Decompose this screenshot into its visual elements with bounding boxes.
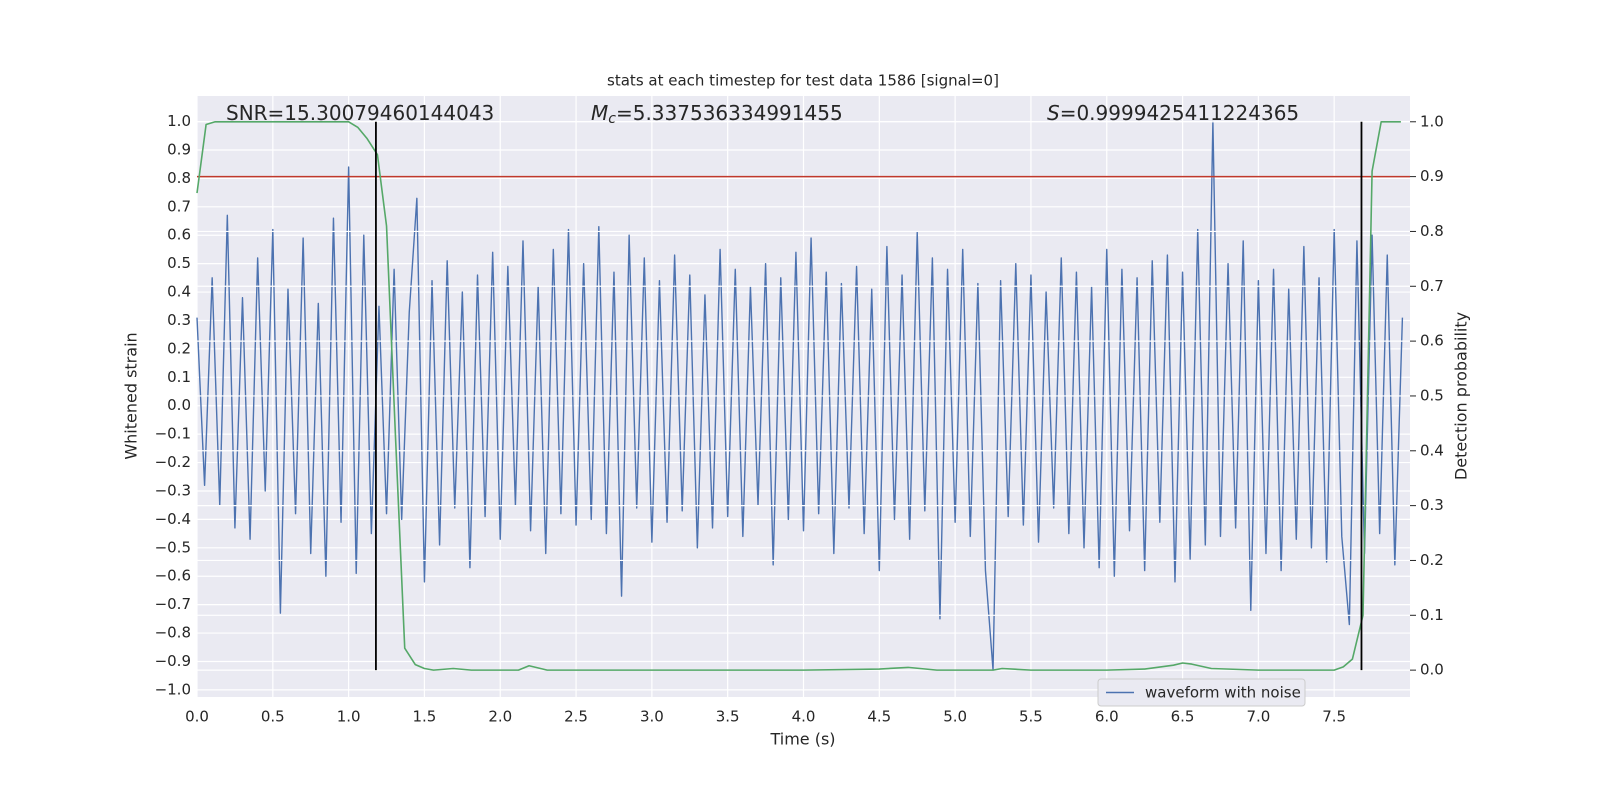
annotation-symbol: S	[1047, 101, 1060, 125]
y-tick-label: 0.4	[167, 283, 191, 301]
annotation-text: =5.337536334991455	[616, 101, 843, 125]
y-tick-label: −0.9	[155, 652, 191, 670]
annotation-symbol: M	[591, 101, 608, 125]
annotation-text: SNR=15.30079460144043	[226, 101, 494, 125]
y-tick-label: −0.3	[155, 481, 191, 499]
y2-tick-label: 0.0	[1420, 661, 1444, 679]
x-axis-label: Time (s)	[769, 730, 835, 749]
y2-tick-label: 0.1	[1420, 606, 1444, 624]
y-tick-label: 0.2	[167, 339, 191, 357]
annotation-text: =0.9999425411224365	[1060, 101, 1299, 125]
x-tick-label: 6.5	[1171, 708, 1195, 726]
series-line	[196, 120, 1401, 671]
x-tick-label: 1.5	[413, 708, 437, 726]
legend-box	[1097, 678, 1306, 707]
x-tick-label: 5.0	[943, 708, 967, 726]
y2-tick-label: 0.8	[1420, 222, 1444, 240]
y2-tick-label: 0.5	[1420, 386, 1444, 404]
y-tick-label: 0.1	[167, 368, 191, 386]
series-line	[196, 120, 1404, 671]
y2-tick-label: 1.0	[1420, 112, 1444, 130]
y-tick-label: 0.3	[167, 311, 191, 329]
y-tick-label: −1.0	[155, 680, 191, 698]
annotation-subscript: c	[608, 111, 616, 127]
y2-tick-label: 0.9	[1420, 167, 1444, 185]
y-tick-label: 1.0	[167, 112, 191, 130]
y-tick-label: 0.7	[167, 197, 191, 215]
x-tick-label: 4.5	[867, 708, 891, 726]
y-tick-label: −0.7	[155, 595, 191, 613]
y-tick-label: −0.4	[155, 510, 191, 528]
y-tick-label: −0.1	[155, 425, 191, 443]
x-tick-label: 7.5	[1322, 708, 1346, 726]
y-tick-label: 0.5	[167, 254, 191, 272]
y2-tick-label: 0.7	[1420, 277, 1444, 295]
y-axis-label: Whitened strain	[122, 332, 141, 459]
y-tick-label: 0.0	[167, 396, 191, 414]
y-tick-label: −0.8	[155, 624, 191, 642]
y-tick-label: 0.6	[167, 226, 191, 244]
y2-tick-label: 0.6	[1420, 332, 1444, 350]
x-tick-label: 5.5	[1019, 708, 1043, 726]
y-tick-label: 0.9	[167, 140, 191, 158]
y-tick-label: −0.5	[155, 538, 191, 556]
annotation: SNR=15.30079460144043	[226, 101, 494, 125]
x-tick-label: 7.0	[1246, 708, 1270, 726]
x-tick-label: 3.5	[716, 708, 740, 726]
x-tick-label: 3.0	[640, 708, 664, 726]
x-tick-label: 4.0	[792, 708, 816, 726]
y2-tick-label: 0.3	[1420, 496, 1444, 514]
y-tick-label: −0.2	[155, 453, 191, 471]
x-tick-label: 2.5	[564, 708, 588, 726]
y2-tick-label: 0.4	[1420, 441, 1444, 459]
y2-axis-label: Detection probability	[1452, 312, 1471, 480]
x-tick-label: 6.0	[1095, 708, 1119, 726]
x-tick-label: 1.0	[337, 708, 361, 726]
x-tick-label: 2.0	[488, 708, 512, 726]
y-tick-label: −0.6	[155, 567, 191, 585]
legend-label: waveform with noise	[1145, 684, 1301, 702]
x-tick-label: 0.5	[261, 708, 285, 726]
y-tick-label: 0.8	[167, 169, 191, 187]
annotation: Mc=5.337536334991455	[591, 101, 843, 128]
y2-tick-label: 0.2	[1420, 551, 1444, 569]
x-tick-label: 0.0	[185, 708, 209, 726]
chart-title: stats at each timestep for test data 158…	[607, 72, 999, 90]
annotation: S=0.9999425411224365	[1047, 101, 1299, 125]
